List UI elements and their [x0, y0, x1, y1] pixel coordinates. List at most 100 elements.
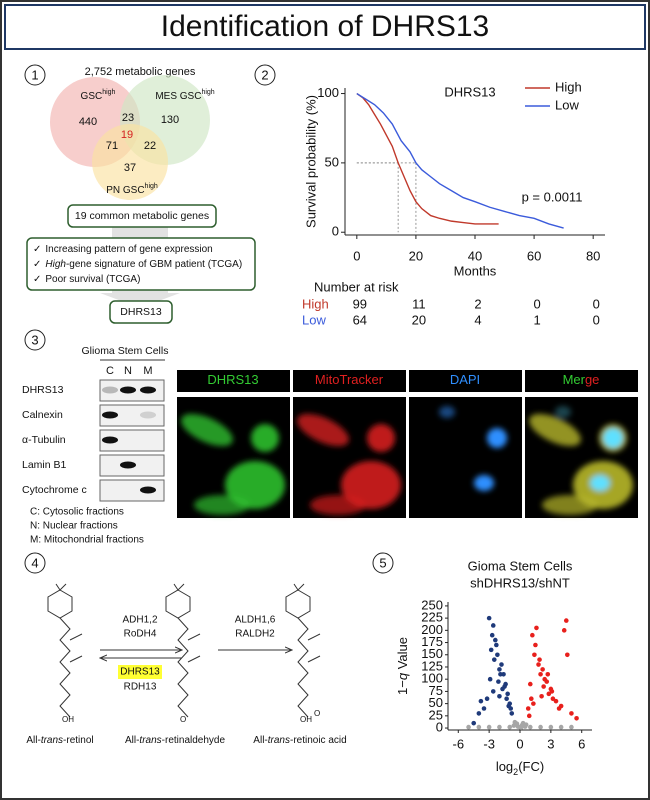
- venn-set-label: MES GSChigh: [155, 89, 214, 101]
- compound-name-part: -retinol: [63, 735, 94, 746]
- volcano-point: [520, 720, 526, 726]
- legend-label: High: [555, 79, 582, 94]
- volcano-point: [507, 724, 513, 730]
- criteria-item: ✓ Poor survival (TCGA): [33, 274, 140, 285]
- criteria-item-part: ✓: [33, 274, 41, 285]
- highlight: [118, 665, 162, 679]
- compound-name-part: -retinaldehyde: [162, 735, 226, 746]
- x-tick-label: 60: [527, 248, 541, 263]
- blot-label: Calnexin: [22, 409, 63, 421]
- y-tick-label: 25: [429, 707, 443, 722]
- lane-label: C: [106, 365, 114, 377]
- nucleus: [603, 428, 623, 448]
- y-axis-label-part: q: [395, 672, 410, 680]
- methyls: [173, 583, 185, 591]
- venn-set-label-part: MES GSC: [155, 91, 201, 102]
- blot-label: Cytochrome c: [22, 484, 87, 496]
- y-tick-label: 0: [436, 719, 443, 734]
- volcano-point: [491, 657, 497, 662]
- y-tick-label: 225: [421, 610, 443, 625]
- volcano-point: [502, 684, 507, 689]
- risk-value: 4: [474, 312, 481, 327]
- volcano-point: [534, 625, 539, 631]
- volcano-point: [546, 691, 552, 697]
- volcano-point: [525, 706, 531, 711]
- x-axis-label: log2(FC): [496, 759, 544, 777]
- channel-label-part: Mer: [563, 372, 586, 387]
- channel-label: MitoTracker: [315, 372, 384, 387]
- risk-value: 0: [593, 312, 600, 327]
- methyls: [293, 583, 305, 591]
- chain: [59, 617, 71, 718]
- blot-band: [140, 386, 156, 394]
- y-tick-label: 200: [421, 622, 443, 637]
- volcano-point: [532, 652, 537, 658]
- channel-header: [525, 370, 638, 392]
- cell: [297, 413, 349, 447]
- venn-caption: 2,752 metabolic genes: [85, 66, 196, 78]
- y-tick-label: 175: [421, 634, 443, 649]
- cell: [542, 495, 598, 515]
- venn-count: 130: [161, 114, 179, 126]
- volcano-point: [497, 724, 502, 730]
- panel-number: 2: [261, 67, 268, 82]
- criteria-item-part: High: [45, 259, 66, 270]
- volcano-point: [496, 679, 501, 684]
- venn-set-label-part: high: [145, 183, 158, 190]
- volcano-point: [569, 711, 574, 716]
- volcano-point: [563, 618, 569, 623]
- lane-label: N: [124, 365, 132, 377]
- blot-label: Lamin B1: [22, 459, 67, 471]
- cell: [194, 495, 250, 515]
- y-axis-label-part: Value: [395, 637, 410, 673]
- micrograph-signal: [181, 413, 285, 515]
- blot-frame: [99, 404, 165, 427]
- channel-label-part: ge: [585, 372, 599, 387]
- volcano-point: [537, 657, 542, 662]
- x-axis-label: Months: [454, 263, 497, 278]
- blot-label: DHRS13: [22, 384, 64, 396]
- cell: [181, 413, 233, 447]
- volcano-point: [495, 652, 500, 658]
- risk-value: 99: [353, 296, 367, 311]
- criteria-item: ✓ Increasing pattern of gene expression: [33, 244, 213, 255]
- panel-number: 4: [31, 555, 38, 570]
- volcano-point: [466, 724, 471, 730]
- branch: [69, 655, 83, 663]
- blot-band: [120, 386, 136, 394]
- volcano-point: [489, 632, 495, 638]
- x-tick-label: 6: [578, 736, 585, 751]
- nucleus: [487, 428, 507, 448]
- cell: [251, 424, 279, 452]
- volcano-point: [494, 642, 499, 648]
- panel-number-circle: [24, 329, 46, 351]
- ring: [165, 589, 191, 619]
- common-box: [67, 204, 217, 228]
- volcano-point: [561, 628, 567, 633]
- compound-name-part: -retinoic acid: [290, 735, 347, 746]
- volcano-point: [506, 703, 511, 709]
- volcano-point: [497, 667, 502, 672]
- blot-band: [140, 411, 156, 419]
- volcano-point: [541, 684, 546, 689]
- y-tick-label: 50: [325, 154, 339, 169]
- volcano-point: [493, 637, 498, 643]
- ring: [47, 589, 73, 619]
- annotation: p = 0.0011: [522, 189, 583, 204]
- volcano-point: [538, 672, 543, 677]
- y-axis-label-part: 1−: [395, 680, 410, 695]
- blot-header: Glioma Stem Cells: [82, 345, 169, 357]
- chart-title: Gioma Stem Cells: [468, 558, 573, 573]
- blot-band: [102, 436, 118, 444]
- y-tick-label: 50: [429, 695, 443, 710]
- nucleus: [439, 406, 455, 418]
- blot-band: [140, 486, 156, 494]
- risk-value: 1: [533, 312, 540, 327]
- volcano-point: [487, 676, 493, 682]
- cell: [367, 424, 395, 452]
- channel-header: [293, 370, 406, 392]
- venn-count: 22: [144, 140, 156, 152]
